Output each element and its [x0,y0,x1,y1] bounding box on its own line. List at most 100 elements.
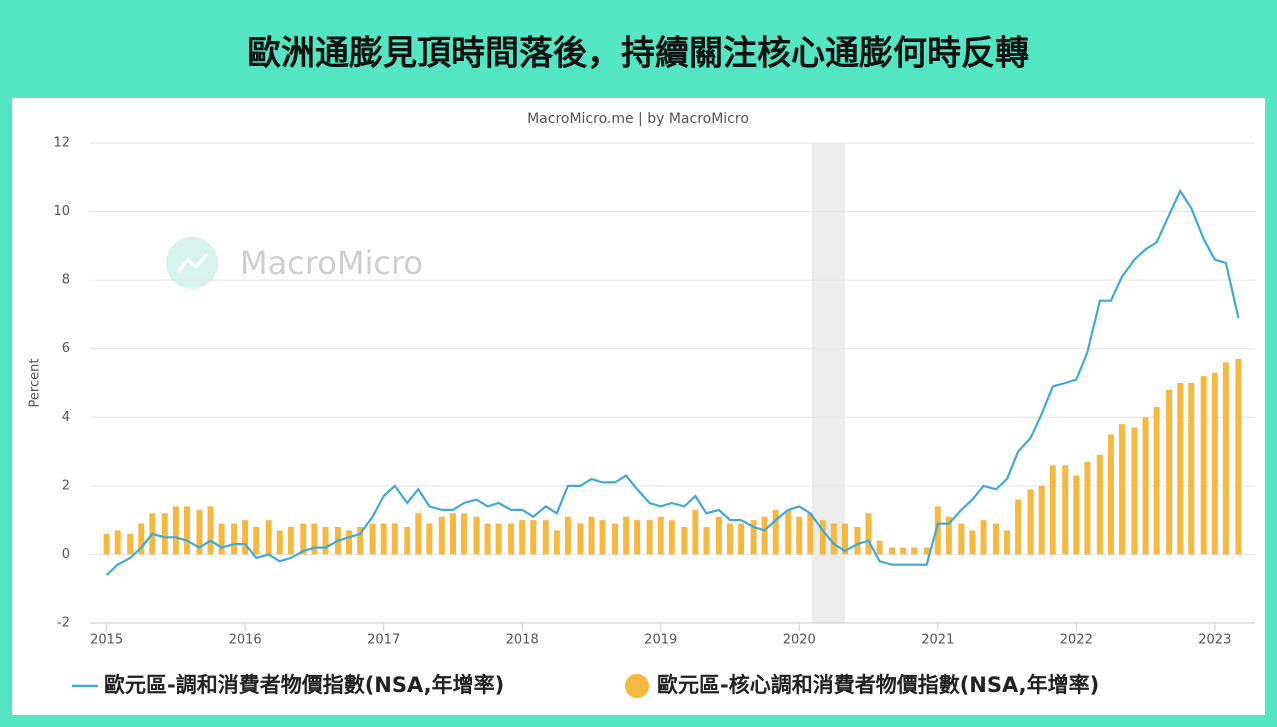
bar [1107,434,1114,555]
x-tick-label: 2023 [1198,633,1231,648]
y-tick-label: 8 [62,273,70,288]
x-tick-label: 2016 [229,633,262,648]
bar [1015,499,1022,555]
bar [1222,362,1229,555]
bar [599,520,606,555]
bar [934,506,941,555]
bar [484,523,491,555]
bar [253,527,260,555]
bar [183,506,190,555]
x-tick-label: 2019 [644,633,677,648]
bar [242,520,249,555]
x-tick-label: 2018 [506,633,539,648]
bar [692,509,699,555]
bar [923,547,930,555]
bar [750,520,757,555]
bar [369,523,376,555]
bar [1049,465,1056,555]
bar [612,523,619,555]
legend: 歐元區-調和消費者物價指數(NSA,年增率) 歐元區-核心調和消費者物價指數(NS… [72,673,1099,698]
bar [196,509,203,555]
bar [911,547,918,555]
bar [958,523,965,555]
bar [449,513,456,555]
bar [969,530,976,555]
bar [1177,383,1184,555]
y-tick-label: 6 [62,341,70,356]
panel [12,98,1265,715]
bar [276,530,283,555]
bar [1235,359,1242,555]
bar [172,506,179,555]
bar [668,520,675,555]
y-tick-label: 2 [62,478,70,493]
bar [564,516,571,555]
bar [1119,424,1126,555]
bar [1073,475,1080,555]
bar [876,540,883,555]
bar [461,513,468,555]
y-tick-label: 12 [53,136,70,151]
bar [1004,530,1011,555]
y-tick-label: 4 [62,410,70,425]
x-tick-label: 2017 [367,633,400,648]
y-axis-label: Percent [28,359,43,408]
bar [1153,407,1160,555]
bar [634,520,641,555]
bar [218,523,225,555]
bar [945,516,952,555]
watermark-icon-line [176,253,209,273]
x-tick-label: 2020 [783,633,816,648]
bar [772,509,779,555]
bar [1027,489,1034,555]
bar [265,520,272,555]
bar [519,520,526,555]
bar [473,516,480,555]
bar [404,527,411,555]
bar [588,516,595,555]
bar [1188,383,1195,555]
bar [577,523,584,555]
bar [1096,455,1103,555]
shaded-range [811,143,845,623]
bar [415,513,422,555]
subtitle: MacroMicro.me | by MacroMicro [527,111,749,127]
bar [703,527,710,555]
bar [623,516,630,555]
legend-label: 歐元區-調和消費者物價指數(NSA,年增率) [104,673,504,697]
y-tick-label: 10 [53,204,70,219]
bar [114,530,121,555]
bar [391,523,398,555]
bar [1038,485,1045,555]
bar [830,523,837,555]
bar [161,513,168,555]
bar [726,523,733,555]
bar [1166,389,1173,555]
bar [508,523,515,555]
bar [865,513,872,555]
bar [495,523,502,555]
bar [900,547,907,555]
bar [553,530,560,555]
bar [1062,465,1069,555]
bar [854,527,861,555]
bar [1200,376,1207,555]
x-tick-label: 2021 [921,633,954,648]
legend-label: 歐元區-核心調和消費者物價指數(NSA,年增率) [657,673,1099,697]
bar [841,523,848,555]
bar [1211,372,1218,555]
line [105,188,1240,576]
bar [231,523,238,555]
bar [738,523,745,555]
bar [103,533,110,555]
bar [300,523,307,555]
bar [138,523,145,555]
bar [646,520,653,555]
bar [785,509,792,555]
bar [681,527,688,555]
x-tick-label: 2022 [1060,633,1093,648]
bar [1084,461,1091,555]
bar [657,516,664,555]
